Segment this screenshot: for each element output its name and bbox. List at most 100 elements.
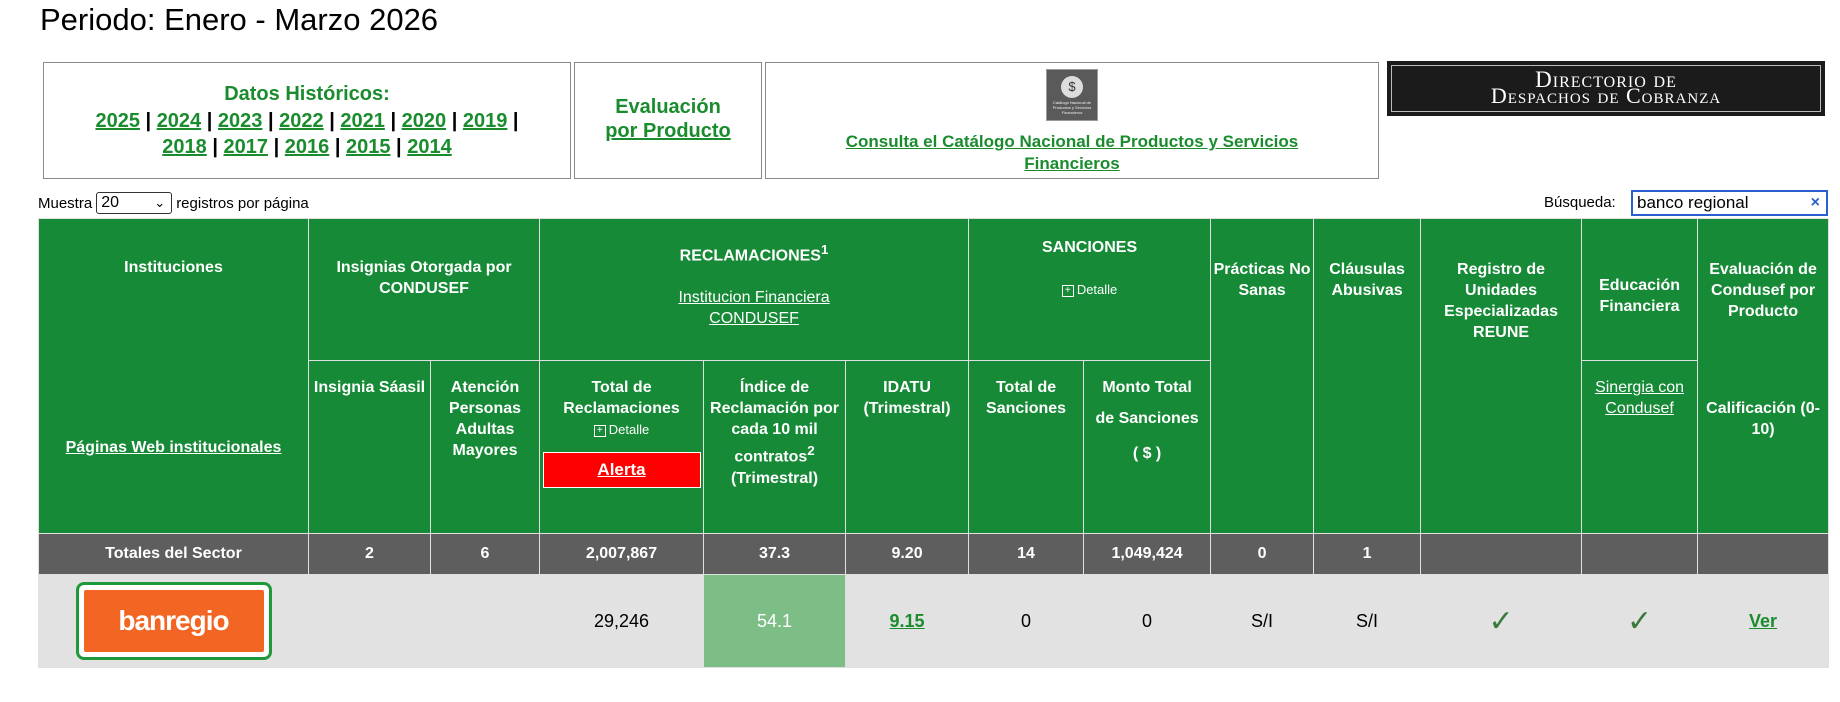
evaluacion-label: Evaluación (615, 96, 721, 118)
evaluacion-producto-panel: Evaluación por Producto (574, 62, 762, 179)
trimestral-label: (Trimestral) (730, 469, 819, 487)
indice-cell: 54.1 (703, 574, 847, 668)
header-sanciones: SANCIONES + Detalle (968, 217, 1212, 362)
totales-sanciones: 14 (968, 533, 1085, 575)
indice-sup: 2 (807, 443, 815, 459)
year-link-2023[interactable]: 2023 (217, 110, 263, 132)
sinergia-link[interactable]: Sinergia con Condusef (1595, 379, 1685, 418)
de-sanciones-label: de Sanciones (1095, 410, 1199, 428)
sanciones-label: SANCIONES (1041, 239, 1138, 256)
year-link-2024[interactable]: 2024 (156, 110, 202, 132)
clear-search-icon[interactable]: × (1810, 194, 1820, 211)
detalle-label: Detalle (1076, 282, 1118, 297)
idatu-link[interactable]: 9.15 (889, 610, 925, 631)
historical-heading: Datos Históricos: (224, 83, 390, 105)
search-value: banco regional (1637, 193, 1749, 212)
header-adultos: Atención Personas Adultas Mayores (429, 360, 541, 534)
reclamaciones-label: RECLAMACIONES (679, 247, 821, 265)
page-size-select[interactable]: 20 ⌄ (96, 192, 173, 214)
totales-monto: 1,049,424 (1083, 533, 1212, 575)
catalogo-logo[interactable]: $ Catálogo Nacional de Productos y Servi… (1046, 69, 1098, 121)
page-size-control: Muestra 20 ⌄ registros por página (38, 192, 309, 214)
monto-cell: 0 (1083, 574, 1212, 668)
totales-evaluacion (1697, 533, 1830, 575)
educacion-cell: ✓ (1581, 574, 1699, 668)
separator: | (145, 110, 152, 132)
indice-label: Índice de Reclamación por cada 10 mil co… (710, 379, 839, 466)
totales-saasil: 2 (308, 533, 431, 575)
adultos-cell (429, 574, 541, 668)
saasil-cell (308, 574, 431, 668)
year-link-2019[interactable]: 2019 (462, 110, 508, 132)
totales-clausulas: 1 (1313, 533, 1422, 575)
catalogo-link[interactable]: Consulta el Catálogo Nacional de Product… (845, 132, 1299, 173)
year-link-2015[interactable]: 2015 (345, 136, 391, 158)
evaluacion-producto-link[interactable]: por Producto (605, 120, 731, 142)
page-title: Periodo: Enero - Marzo 2026 (40, 2, 439, 37)
institucion-financiera-link[interactable]: Institucion Financiera (678, 289, 830, 307)
search-label: Búsqueda: (1544, 194, 1616, 211)
evaluacion-cell: Ver (1697, 574, 1830, 668)
separator: | (273, 136, 280, 158)
directorio-banner[interactable]: Directorio de Despachos de Cobranza (1387, 61, 1825, 116)
book-icon: $ (1061, 75, 1083, 98)
year-link-2016[interactable]: 2016 (284, 136, 330, 158)
banregio-logo[interactable]: banregio (75, 582, 272, 660)
separator: | (451, 110, 458, 132)
separator: | (267, 110, 274, 132)
year-link-2021[interactable]: 2021 (340, 110, 385, 132)
ver-link[interactable]: Ver (1749, 610, 1778, 631)
check-icon: ✓ (1626, 604, 1653, 638)
header-practicas: Prácticas No Sanas (1210, 218, 1315, 534)
separator: | (390, 110, 397, 132)
year-link-2020[interactable]: 2020 (401, 110, 447, 132)
header-idatu: IDATU (Trimestral) (845, 360, 970, 534)
separator: | (206, 110, 213, 132)
registros-label: registros por página (176, 194, 309, 212)
header-monto: Monto Total de Sanciones ( $ ) (1083, 360, 1212, 534)
chevron-down-icon: ⌄ (154, 195, 166, 210)
monto-total-label: Monto Total (1102, 379, 1192, 397)
pesos-label: ( $ ) (1132, 445, 1162, 463)
header-saasil: Insignia Sáasil (308, 360, 431, 534)
totales-reune (1420, 533, 1583, 575)
year-link-2014[interactable]: 2014 (407, 136, 452, 158)
separator: | (512, 110, 519, 132)
totales-educacion (1581, 533, 1699, 575)
header-educacion: Educación Financiera (1581, 217, 1699, 362)
totales-label: Totales del Sector (38, 533, 309, 575)
header-evaluacion: Evaluación de Condusef por Producto Cali… (1697, 218, 1830, 534)
separator: | (396, 136, 402, 158)
header-total-reclamaciones: Total de Reclamaciones + Detalle Alerta (539, 360, 705, 534)
header-indice: Índice de Reclamación por cada 10 mil co… (703, 360, 847, 534)
condusef-link[interactable]: CONDUSEF (709, 310, 799, 328)
table-row: banregio 29,246 54.1 9.15 0 0 S/I S/I ✓ … (38, 574, 1830, 668)
header-clausulas: Cláusulas Abusivas (1313, 218, 1422, 534)
plus-icon: + (593, 425, 606, 437)
year-link-2022[interactable]: 2022 (279, 110, 324, 132)
separator: | (334, 136, 341, 158)
historical-data-panel: Datos Históricos: 2025 | 2024 | 2023 | 2… (43, 62, 571, 179)
alerta-button[interactable]: Alerta (542, 452, 701, 489)
year-link-2017[interactable]: 2017 (223, 136, 269, 158)
header-insignias: Insignias Otorgada por CONDUSEF (307, 217, 541, 362)
header-sinergia: Sinergia con Condusef (1581, 360, 1699, 534)
year-link-2025[interactable]: 2025 (95, 110, 140, 132)
totales-row: Totales del Sector 2 6 2,007,867 37.3 9.… (38, 533, 1830, 575)
idatu-cell: 9.15 (845, 574, 970, 668)
header-reune: Registro de Unidades Especializadas REUN… (1420, 218, 1583, 534)
sanciones-detalle-toggle[interactable]: + Detalle (1061, 282, 1118, 297)
paginas-web-link[interactable]: Páginas Web institucionales (65, 439, 282, 456)
reclamaciones-cell: 29,246 (539, 574, 705, 668)
separator: | (212, 136, 218, 158)
year-link-2018[interactable]: 2018 (162, 136, 207, 158)
total-reclamaciones-label: Total de Reclamaciones (563, 379, 680, 418)
search-input[interactable]: banco regional × (1631, 190, 1828, 216)
directorio-line1: Directorio de (1535, 67, 1677, 92)
header-instituciones: Instituciones Páginas Web institucionale… (38, 218, 309, 534)
catalogo-panel: $ Catálogo Nacional de Productos y Servi… (765, 62, 1379, 179)
reclamaciones-detalle-toggle[interactable]: + Detalle (593, 422, 649, 437)
practicas-cell: S/I (1210, 574, 1315, 668)
institution-cell: banregio (38, 574, 309, 668)
header-reclamaciones: RECLAMACIONES1 Institucion Financiera CO… (539, 217, 970, 362)
